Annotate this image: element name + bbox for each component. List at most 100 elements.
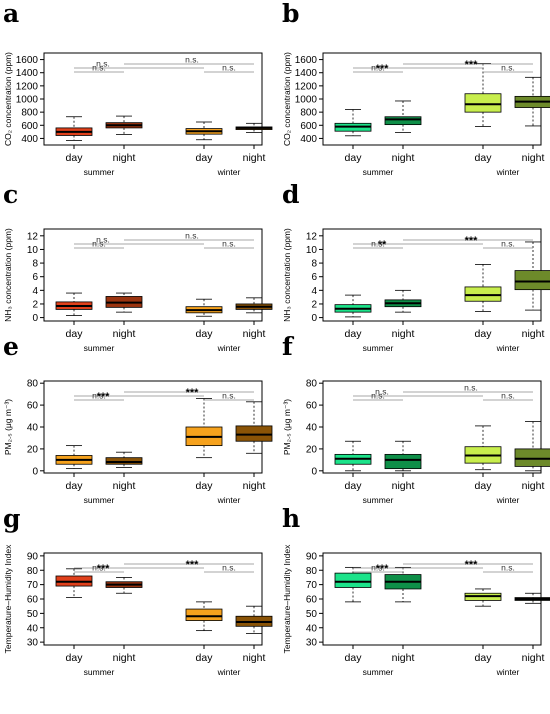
panel-letter: g — [3, 504, 20, 533]
significance-label: *** — [186, 559, 200, 571]
x-tick-label: night — [392, 152, 415, 164]
significance-label: n.s. — [222, 63, 236, 73]
significance-label: *** — [465, 59, 479, 71]
significance-label: n.s. — [222, 563, 236, 573]
y-tick-label: 10 — [306, 245, 318, 256]
y-tick-label: 6 — [311, 272, 317, 283]
y-tick-label: 1600 — [16, 55, 39, 66]
y-tick-label: 400 — [21, 134, 38, 145]
panel-letter: c — [3, 180, 18, 209]
significance-label: *** — [465, 559, 479, 571]
y-tick-label: 1600 — [295, 55, 318, 66]
x-tick-label: night — [392, 652, 415, 664]
panel-d: d 0 2 4 6 8 10 12 NH₃ concentration (ppm) day nigh… — [282, 180, 550, 353]
x-tick-label: day — [475, 652, 493, 664]
x-tick-label: night — [392, 480, 415, 492]
y-tick-label: 800 — [300, 108, 317, 119]
group-label-winter: winter — [496, 343, 520, 353]
y-tick-label: 80 — [27, 379, 39, 390]
box-summer-night — [105, 457, 143, 465]
x-tick-label: night — [243, 480, 266, 492]
group-label-summer: summer — [84, 167, 115, 177]
box-winter-day — [464, 286, 502, 302]
x-tick-label: night — [392, 328, 415, 340]
x-tick-label: night — [243, 152, 266, 164]
x-tick-label: day — [196, 480, 214, 492]
significance-label: n.s. — [222, 239, 236, 249]
significance-label: n.s. — [371, 63, 385, 73]
x-tick-label: night — [522, 328, 545, 340]
x-tick-label: day — [196, 152, 214, 164]
significance-label: *** — [465, 235, 479, 247]
panel-letter: b — [282, 0, 299, 28]
y-tick-label: 2 — [311, 299, 317, 310]
y-tick-label: 90 — [27, 551, 39, 562]
y-tick-label: 2 — [32, 299, 38, 310]
y-tick-label: 70 — [306, 580, 318, 591]
y-tick-label: 80 — [306, 566, 318, 577]
group-label-summer: summer — [363, 343, 394, 353]
x-tick-label: night — [522, 152, 545, 164]
significance-label: n.s. — [92, 239, 106, 249]
panel-letter: e — [3, 332, 19, 361]
y-tick-label: 60 — [306, 595, 318, 606]
significance-label: n.s. — [501, 239, 515, 249]
y-tick-label: 8 — [311, 259, 317, 270]
group-label-summer: summer — [84, 495, 115, 505]
significance-label: n.s. — [501, 63, 515, 73]
panel-e: e 0 20 40 60 80 PM₂.₅ (μg m⁻³) day night day night… — [3, 332, 273, 505]
significance-label: n.s. — [92, 563, 106, 573]
x-tick-label: night — [522, 480, 545, 492]
panel-letter: a — [3, 0, 19, 28]
group-label-summer: summer — [363, 667, 394, 677]
significance-label: n.s. — [464, 383, 478, 393]
y-tick-label: 90 — [306, 551, 318, 562]
y-tick-label: 60 — [27, 595, 39, 606]
significance-label: ** — [378, 239, 387, 251]
y-tick-label: 400 — [300, 134, 317, 145]
panel-h: h 30 40 50 60 70 80 90 Temperature–Humidity Inde… — [282, 504, 550, 677]
y-tick-label: 12 — [27, 231, 39, 242]
y-tick-label: 20 — [306, 444, 318, 455]
group-label-summer: summer — [363, 167, 394, 177]
y-tick-label: 600 — [21, 121, 38, 132]
x-tick-label: day — [196, 328, 214, 340]
box-summer-night — [384, 453, 422, 470]
y-axis-label: PM₂.₅ (μg m⁻³) — [282, 399, 292, 455]
y-axis-label: NH₃ concentration (ppm) — [3, 228, 13, 322]
y-tick-label: 1200 — [16, 81, 39, 92]
x-tick-label: day — [196, 652, 214, 664]
group-label-winter: winter — [496, 495, 520, 505]
y-tick-label: 80 — [306, 379, 318, 390]
box-summer-day — [334, 572, 372, 588]
x-tick-label: night — [522, 652, 545, 664]
significance-label: n.s. — [92, 391, 106, 401]
box-summer-night — [384, 116, 422, 126]
y-tick-label: 40 — [27, 623, 39, 634]
y-tick-label: 1200 — [295, 81, 318, 92]
y-tick-label: 800 — [21, 108, 38, 119]
y-tick-label: 600 — [300, 121, 317, 132]
x-tick-label: night — [243, 328, 266, 340]
group-label-winter: winter — [496, 667, 520, 677]
x-tick-label: day — [345, 328, 363, 340]
x-tick-label: day — [66, 328, 84, 340]
plot-frame — [43, 228, 263, 322]
x-tick-label: day — [475, 328, 493, 340]
y-tick-label: 1000 — [295, 95, 318, 106]
significance-label: n.s. — [92, 63, 106, 73]
significance-label: n.s. — [375, 387, 389, 397]
x-tick-label: night — [113, 152, 136, 164]
panel-letter: d — [282, 180, 299, 209]
significance-label: n.s. — [222, 391, 236, 401]
y-axis-label: CO₂ concentration (ppm) — [3, 52, 13, 146]
y-tick-label: 40 — [27, 423, 39, 434]
y-tick-label: 60 — [306, 401, 318, 412]
y-tick-label: 8 — [32, 259, 38, 270]
y-tick-label: 70 — [27, 580, 39, 591]
box-winter-night — [514, 448, 550, 467]
x-tick-label: day — [66, 152, 84, 164]
x-tick-label: day — [475, 152, 493, 164]
y-tick-label: 0 — [311, 466, 317, 477]
y-tick-label: 40 — [306, 623, 318, 634]
